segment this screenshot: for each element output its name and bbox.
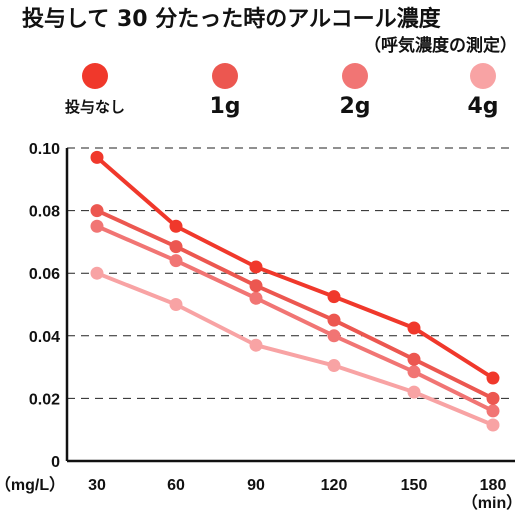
data-point: [327, 290, 341, 304]
y-tick-label: 0.04: [29, 329, 60, 346]
data-point: [249, 338, 263, 352]
data-point: [249, 260, 263, 274]
gridlines: [67, 147, 515, 399]
legend-marker-1g: [212, 63, 238, 89]
data-point: [169, 254, 183, 268]
axes: [65, 148, 515, 463]
y-axis-unit-label: （mg/L）: [0, 476, 65, 494]
series-3: [90, 219, 500, 418]
y-tick-label: 0.06: [29, 266, 60, 283]
series-1: [90, 150, 500, 385]
x-axis-unit-label: （min）: [462, 494, 521, 512]
legend-marker-2g: [342, 63, 368, 89]
series-4: [90, 266, 500, 432]
legend-item-4g: 4g: [423, 63, 521, 125]
series-2: [90, 204, 500, 405]
data-point: [169, 219, 183, 233]
series-group: [90, 150, 500, 432]
data-point: [90, 150, 104, 164]
data-point: [407, 385, 421, 399]
x-tick-label: 90: [247, 477, 265, 494]
data-point: [327, 313, 341, 327]
x-tick-label: 60: [167, 477, 185, 494]
data-point: [169, 240, 183, 254]
data-point: [90, 204, 104, 218]
x-tick-labels: 30 60 90 120 150 180: [88, 477, 506, 494]
data-point: [486, 391, 500, 405]
data-point: [486, 404, 500, 418]
data-point: [327, 329, 341, 343]
legend-item-none: 投与なし: [35, 63, 155, 125]
legend-marker-none: [82, 63, 108, 89]
data-point: [486, 418, 500, 432]
data-point: [169, 298, 183, 311]
x-tick-label: 30: [88, 477, 106, 494]
legend-label-none: 投与なし: [64, 98, 125, 116]
series-line: [96, 271, 494, 427]
legend-item-2g: 2g: [295, 63, 415, 125]
chart-title: 投与して 30 分たった時のアルコール濃度: [22, 7, 441, 32]
legend-label-1g: 1g: [209, 94, 241, 119]
data-point: [249, 291, 263, 305]
data-point: [407, 352, 421, 366]
y-tick-label: 0.02: [29, 391, 60, 408]
chart-subtitle: （呼気濃度の測定）: [364, 36, 517, 56]
legend-label-4g: 4g: [467, 94, 499, 119]
series-line: [96, 224, 494, 413]
data-point: [407, 365, 421, 379]
data-point: [407, 321, 421, 335]
x-tick-label: 120: [321, 477, 348, 494]
series-line: [96, 208, 494, 401]
y-tick-label: 0.10: [29, 141, 60, 158]
legend-label-2g: 2g: [339, 94, 371, 119]
y-tick-labels: 0 0.02 0.04 0.06 0.08 0.10: [29, 141, 60, 471]
y-tick-label: 0: [51, 454, 60, 471]
x-tick-label: 180: [480, 477, 507, 494]
legend-marker-4g: [470, 63, 496, 89]
data-point: [90, 219, 104, 233]
legend-item-1g: 1g: [165, 63, 285, 125]
series-line: [95, 155, 495, 380]
data-point: [327, 359, 341, 373]
y-tick-label: 0.08: [29, 204, 60, 221]
x-tick-label: 150: [401, 477, 428, 494]
data-point: [249, 279, 263, 293]
data-point: [90, 266, 104, 280]
data-point: [486, 371, 500, 385]
